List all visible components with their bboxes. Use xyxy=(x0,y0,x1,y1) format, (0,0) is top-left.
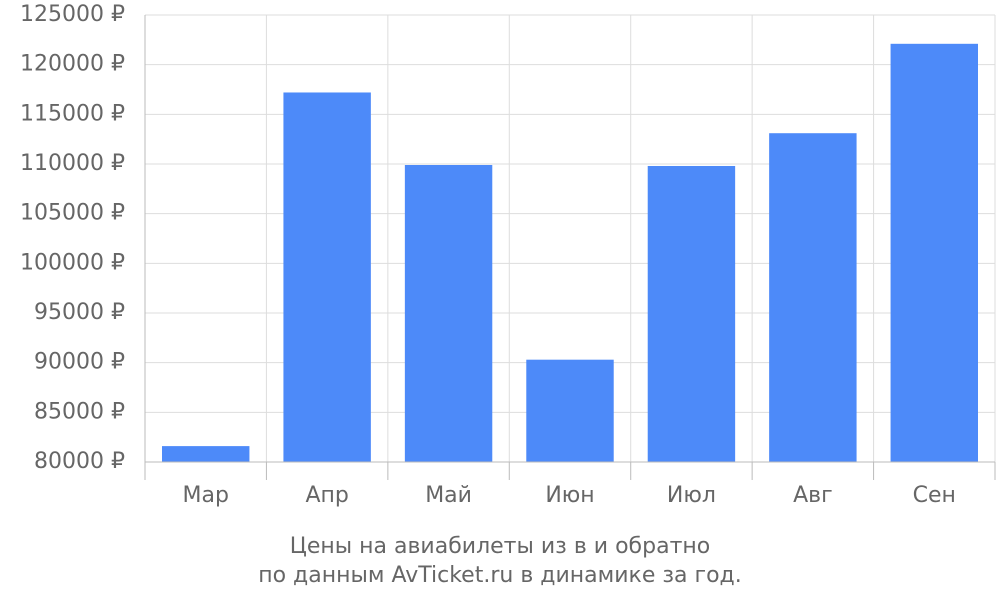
x-tick-label: Июн xyxy=(545,483,594,508)
chart-title: Цены на авиабилеты из в и обратно xyxy=(290,534,710,559)
x-tick-label: Авг xyxy=(793,483,833,508)
x-tick-label: Май xyxy=(425,483,472,508)
bar xyxy=(526,359,614,462)
y-tick-label: 110000 ₽ xyxy=(20,151,125,176)
y-tick-label: 100000 ₽ xyxy=(20,250,125,275)
x-tick-label: Июл xyxy=(667,483,716,508)
x-tick-label: Апр xyxy=(305,483,348,508)
bar xyxy=(647,165,736,462)
bar xyxy=(162,446,250,462)
bar xyxy=(769,133,857,462)
chart-title: по данным AvTicket.ru в динамике за год. xyxy=(258,563,742,588)
y-tick-label: 95000 ₽ xyxy=(34,300,125,325)
bar xyxy=(283,92,371,462)
y-tick-label: 115000 ₽ xyxy=(20,101,125,126)
y-tick-label: 120000 ₽ xyxy=(20,52,125,77)
y-tick-label: 85000 ₽ xyxy=(34,399,125,424)
bar xyxy=(404,164,493,462)
x-tick-label: Мар xyxy=(182,483,228,508)
y-tick-label: 125000 ₽ xyxy=(20,2,125,27)
y-tick-label: 105000 ₽ xyxy=(20,201,125,226)
x-tick-label: Сен xyxy=(913,483,956,508)
bar xyxy=(890,43,978,462)
y-tick-label: 80000 ₽ xyxy=(34,449,125,474)
y-tick-label: 90000 ₽ xyxy=(34,350,125,375)
